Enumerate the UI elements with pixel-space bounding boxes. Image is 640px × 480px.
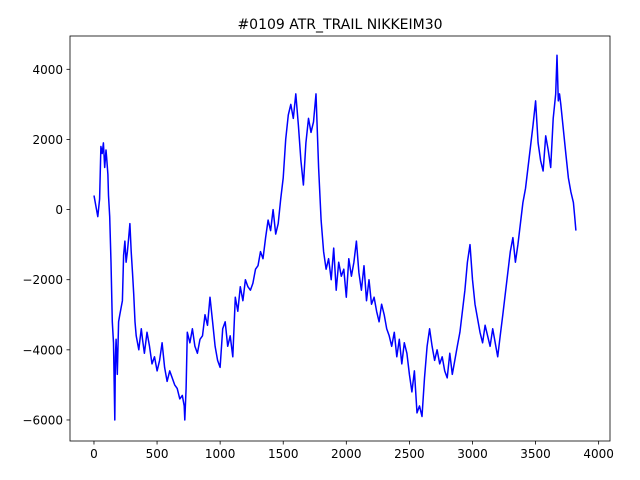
x-tick-label: 1000 [205,447,236,461]
x-axis: 0 500 1000 1500 2000 2500 3000 3500 4000 [90,441,614,461]
y-tick-label: −2000 [22,273,63,287]
y-tick-label: −4000 [22,343,63,357]
series-line-0 [93,54,577,421]
plot-frame [69,35,611,442]
x-tick-label: 4000 [583,447,614,461]
x-tick-label: 500 [146,447,169,461]
x-tick-label: 2500 [394,447,425,461]
x-tick-label: 1500 [268,447,299,461]
x-tick-label: 2000 [331,447,362,461]
y-tick-label: 0 [55,203,63,217]
series-layer [93,54,577,421]
x-tick-label: 3000 [457,447,488,461]
chart-title: #0109 ATR_TRAIL NIKKEIM30 [237,17,442,33]
y-tick-label: 4000 [32,63,63,77]
y-tick-label: 2000 [32,133,63,147]
y-tick-label: −6000 [22,413,63,427]
x-tick-label: 0 [90,447,98,461]
y-axis: −6000 −4000 −2000 0 2000 4000 [22,63,70,427]
x-tick-label: 3500 [520,447,551,461]
